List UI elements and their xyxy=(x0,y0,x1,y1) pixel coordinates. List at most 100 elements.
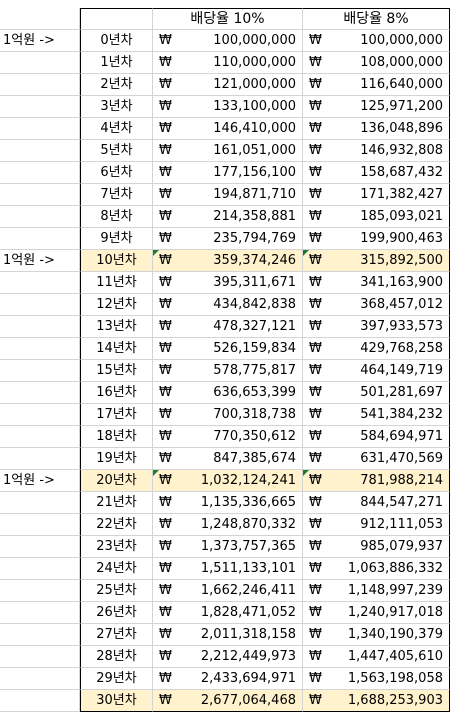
marker-cell[interactable] xyxy=(0,294,80,316)
dividend-8-cell[interactable]: ₩146,932,808 xyxy=(303,140,450,162)
year-cell[interactable]: 1년차 xyxy=(80,52,153,74)
dividend-10-cell[interactable]: ₩133,100,000 xyxy=(153,96,303,118)
year-cell[interactable]: 24년차 xyxy=(80,558,153,580)
year-cell[interactable]: 13년차 xyxy=(80,316,153,338)
dividend-8-cell[interactable]: ₩397,933,573 xyxy=(303,316,450,338)
marker-cell[interactable] xyxy=(0,96,80,118)
dividend-8-cell[interactable]: ₩100,000,000 xyxy=(303,30,450,52)
dividend-10-cell[interactable]: ₩434,842,838 xyxy=(153,294,303,316)
dividend-10-cell[interactable]: ₩1,032,124,241 xyxy=(153,470,303,492)
year-cell[interactable]: 16년차 xyxy=(80,382,153,404)
marker-cell[interactable] xyxy=(0,228,80,250)
marker-cell[interactable] xyxy=(0,338,80,360)
dividend-8-cell[interactable]: ₩185,093,021 xyxy=(303,206,450,228)
dividend-10-cell[interactable]: ₩636,653,399 xyxy=(153,382,303,404)
dividend-10-cell[interactable]: ₩1,135,336,665 xyxy=(153,492,303,514)
dividend-10-cell[interactable]: ₩214,358,881 xyxy=(153,206,303,228)
dividend-8-cell[interactable]: ₩1,447,405,610 xyxy=(303,646,450,668)
marker-cell[interactable] xyxy=(0,426,80,448)
dividend-10-cell[interactable]: ₩847,385,674 xyxy=(153,448,303,470)
dividend-8-cell[interactable]: ₩844,547,271 xyxy=(303,492,450,514)
dividend-8-cell[interactable]: ₩341,163,900 xyxy=(303,272,450,294)
dividend-8-cell[interactable]: ₩1,688,253,903 xyxy=(303,690,450,712)
marker-cell[interactable] xyxy=(0,536,80,558)
dividend-8-cell[interactable]: ₩199,900,463 xyxy=(303,228,450,250)
marker-cell[interactable]: 1억원 -> xyxy=(0,470,80,492)
dividend-8-cell[interactable]: ₩631,470,569 xyxy=(303,448,450,470)
year-cell[interactable]: 3년차 xyxy=(80,96,153,118)
marker-cell[interactable] xyxy=(0,74,80,96)
dividend-8-cell[interactable]: ₩781,988,214 xyxy=(303,470,450,492)
dividend-8-cell[interactable]: ₩1,563,198,058 xyxy=(303,668,450,690)
dividend-8-cell[interactable]: ₩464,149,719 xyxy=(303,360,450,382)
dividend-10-cell[interactable]: ₩1,373,757,365 xyxy=(153,536,303,558)
dividend-8-cell[interactable]: ₩1,340,190,379 xyxy=(303,624,450,646)
dividend-8-cell[interactable]: ₩1,063,886,332 xyxy=(303,558,450,580)
year-cell[interactable]: 4년차 xyxy=(80,118,153,140)
dividend-8-cell[interactable]: ₩125,971,200 xyxy=(303,96,450,118)
year-cell[interactable]: 19년차 xyxy=(80,448,153,470)
year-cell[interactable]: 6년차 xyxy=(80,162,153,184)
marker-cell[interactable] xyxy=(0,272,80,294)
dividend-8-cell[interactable]: ₩171,382,427 xyxy=(303,184,450,206)
dividend-10-cell[interactable]: ₩1,662,246,411 xyxy=(153,580,303,602)
marker-cell[interactable] xyxy=(0,514,80,536)
marker-cell[interactable] xyxy=(0,360,80,382)
dividend-10-cell[interactable]: ₩395,311,671 xyxy=(153,272,303,294)
marker-cell[interactable] xyxy=(0,140,80,162)
marker-cell[interactable] xyxy=(0,448,80,470)
marker-cell[interactable] xyxy=(0,184,80,206)
year-cell[interactable]: 29년차 xyxy=(80,668,153,690)
marker-cell[interactable] xyxy=(0,52,80,74)
dividend-10-cell[interactable]: ₩2,433,694,971 xyxy=(153,668,303,690)
header-cell-year[interactable] xyxy=(80,8,153,30)
marker-cell[interactable] xyxy=(0,206,80,228)
dividend-10-cell[interactable]: ₩359,374,246 xyxy=(153,250,303,272)
dividend-8-cell[interactable]: ₩116,640,000 xyxy=(303,74,450,96)
marker-cell[interactable] xyxy=(0,558,80,580)
dividend-8-cell[interactable]: ₩1,148,997,239 xyxy=(303,580,450,602)
dividend-8-cell[interactable]: ₩912,111,053 xyxy=(303,514,450,536)
marker-cell[interactable] xyxy=(0,382,80,404)
dividend-10-cell[interactable]: ₩177,156,100 xyxy=(153,162,303,184)
marker-cell[interactable]: 1억원 -> xyxy=(0,30,80,52)
marker-cell[interactable] xyxy=(0,646,80,668)
marker-cell[interactable] xyxy=(0,118,80,140)
dividend-8-cell[interactable]: ₩429,768,258 xyxy=(303,338,450,360)
year-cell[interactable]: 15년차 xyxy=(80,360,153,382)
dividend-8-cell[interactable]: ₩108,000,000 xyxy=(303,52,450,74)
year-cell[interactable]: 8년차 xyxy=(80,206,153,228)
dividend-10-cell[interactable]: ₩578,775,817 xyxy=(153,360,303,382)
header-dividend-8[interactable]: 배당율 8% xyxy=(303,8,450,30)
dividend-10-cell[interactable]: ₩526,159,834 xyxy=(153,338,303,360)
dividend-8-cell[interactable]: ₩985,079,937 xyxy=(303,536,450,558)
year-cell[interactable]: 30년차 xyxy=(80,690,153,712)
year-cell[interactable]: 25년차 xyxy=(80,580,153,602)
dividend-8-cell[interactable]: ₩501,281,697 xyxy=(303,382,450,404)
dividend-10-cell[interactable]: ₩700,318,738 xyxy=(153,404,303,426)
year-cell[interactable]: 12년차 xyxy=(80,294,153,316)
dividend-10-cell[interactable]: ₩1,828,471,052 xyxy=(153,602,303,624)
marker-cell[interactable] xyxy=(0,492,80,514)
dividend-8-cell[interactable]: ₩584,694,971 xyxy=(303,426,450,448)
dividend-10-cell[interactable]: ₩478,327,121 xyxy=(153,316,303,338)
year-cell[interactable]: 14년차 xyxy=(80,338,153,360)
marker-cell[interactable]: 1억원 -> xyxy=(0,250,80,272)
year-cell[interactable]: 7년차 xyxy=(80,184,153,206)
marker-cell[interactable] xyxy=(0,668,80,690)
dividend-10-cell[interactable]: ₩110,000,000 xyxy=(153,52,303,74)
header-cell-marker[interactable] xyxy=(0,8,80,30)
marker-cell[interactable] xyxy=(0,602,80,624)
year-cell[interactable]: 21년차 xyxy=(80,492,153,514)
dividend-10-cell[interactable]: ₩1,511,133,101 xyxy=(153,558,303,580)
dividend-8-cell[interactable]: ₩1,240,917,018 xyxy=(303,602,450,624)
year-cell[interactable]: 18년차 xyxy=(80,426,153,448)
dividend-8-cell[interactable]: ₩315,892,500 xyxy=(303,250,450,272)
dividend-10-cell[interactable]: ₩1,248,870,332 xyxy=(153,514,303,536)
dividend-8-cell[interactable]: ₩541,384,232 xyxy=(303,404,450,426)
dividend-10-cell[interactable]: ₩161,051,000 xyxy=(153,140,303,162)
header-dividend-10[interactable]: 배당율 10% xyxy=(153,8,303,30)
year-cell[interactable]: 5년차 xyxy=(80,140,153,162)
year-cell[interactable]: 26년차 xyxy=(80,602,153,624)
dividend-8-cell[interactable]: ₩136,048,896 xyxy=(303,118,450,140)
